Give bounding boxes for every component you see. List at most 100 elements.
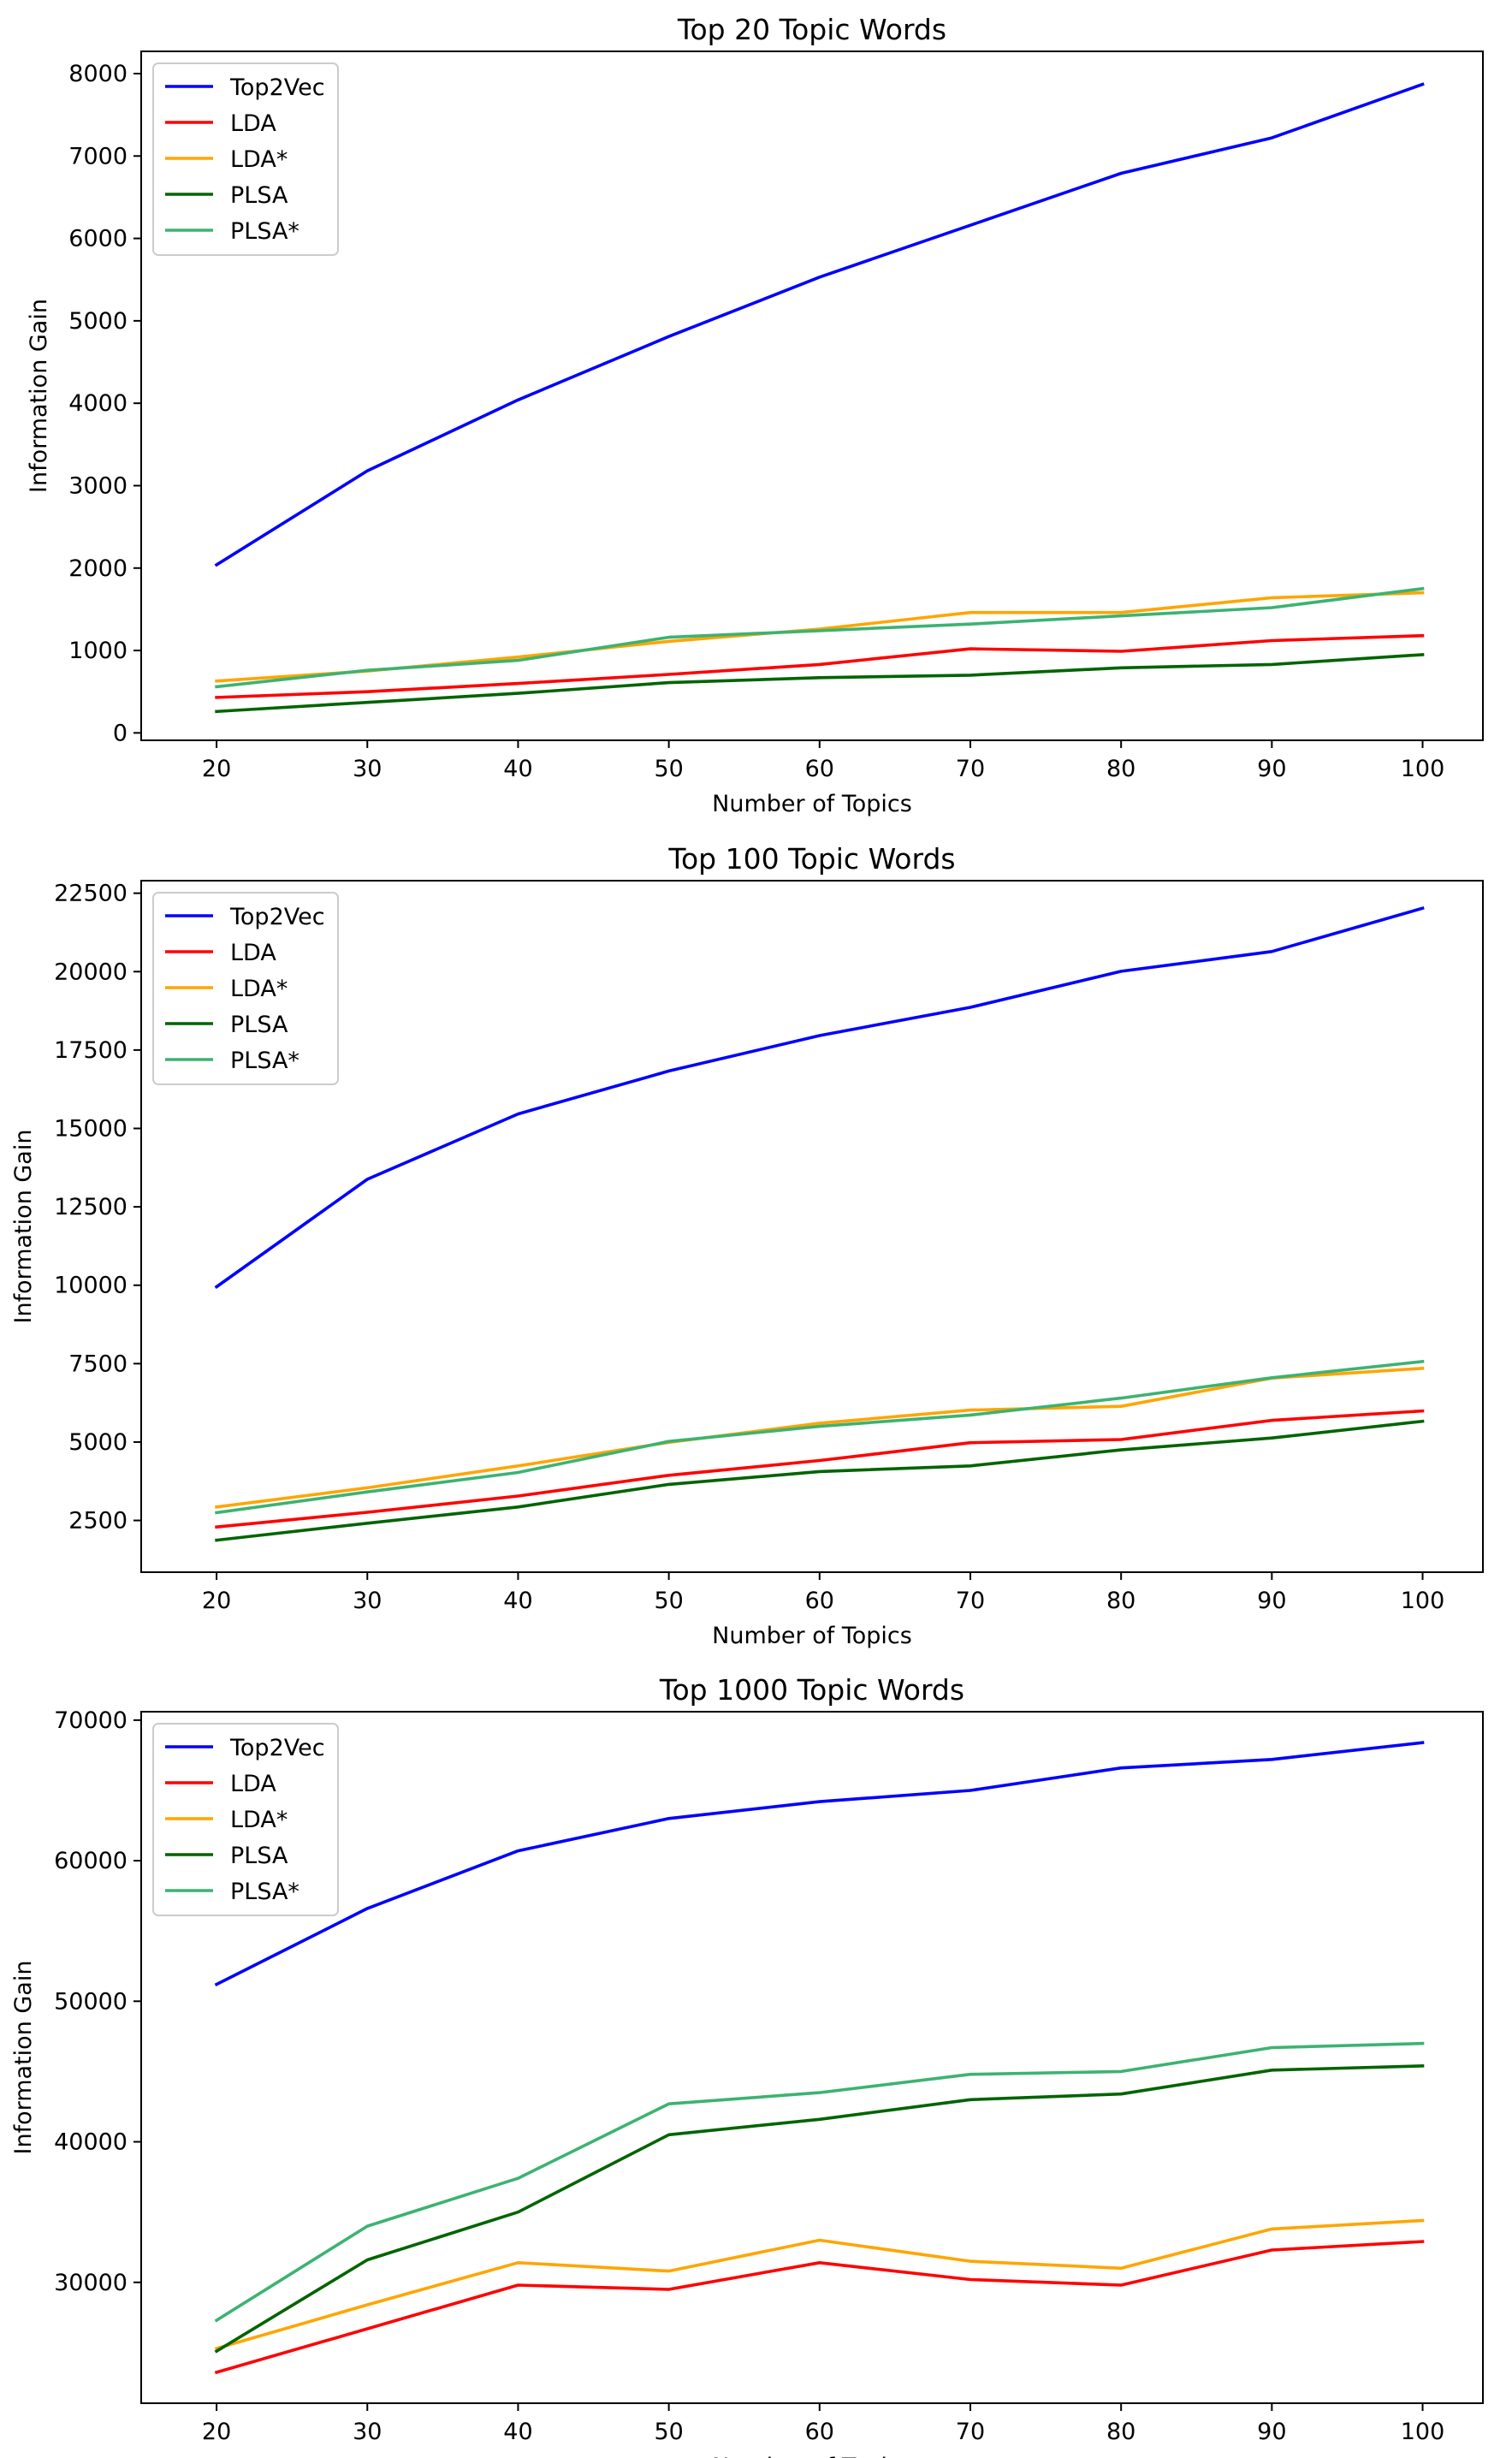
x-axis-label: Number of Topics — [712, 1623, 912, 1649]
y-tick-label: 2000 — [68, 555, 127, 582]
series-line-plsa-star — [215, 586, 1425, 689]
series-line-plsa — [215, 652, 1425, 714]
x-axis-label: Number of Topics — [712, 791, 912, 817]
series-line-plsa — [215, 1419, 1425, 1542]
x-tick-label: 60 — [805, 1588, 834, 1614]
legend-label-top2vec: Top2Vec — [229, 74, 325, 101]
legend-label-lda-star: LDA* — [230, 1807, 288, 1833]
chart-panel-2: Top 100 Topic Words 20 30 40 50 60 70 80 90 100 25… — [10, 842, 1484, 1649]
x-tick-label: 70 — [956, 2419, 985, 2445]
x-tick-label: 40 — [503, 1588, 532, 1614]
y-tick-label: 7000 — [68, 143, 127, 169]
x-tick-label: 90 — [1257, 1588, 1286, 1614]
x-tick-label: 20 — [202, 2419, 231, 2445]
legend: Top2Vec LDA LDA* PLSA PLSA* — [152, 1723, 339, 1916]
y-axis-label: Information Gain — [10, 1961, 37, 2155]
y-tick-label: 4000 — [68, 390, 127, 417]
x-tick-label: 40 — [503, 756, 532, 782]
y-tick-label: 1000 — [68, 638, 127, 664]
y-tick-label: 70000 — [54, 1707, 127, 1734]
x-tick-label: 80 — [1106, 1588, 1135, 1614]
y-tick-label: 22500 — [54, 881, 127, 907]
series-line-plsa-star — [214, 2041, 1425, 2323]
series-line-top2vec — [214, 1741, 1425, 1987]
series-line-lda — [215, 633, 1425, 699]
chart-panel-3: Top 1000 Topic Words 20 30 40 50 60 70 80 90 100 3… — [10, 1673, 1484, 2458]
chart-title: Top 1000 Topic Words — [659, 1673, 964, 1707]
x-tick-label: 70 — [956, 1588, 985, 1614]
x-tick-label: 30 — [353, 756, 382, 782]
y-tick-label: 0 — [113, 720, 127, 746]
plot-frame — [140, 1711, 1484, 2404]
x-tick-label: 50 — [654, 1588, 683, 1614]
plot-frame — [140, 880, 1484, 1573]
x-tick-label: 60 — [805, 2419, 834, 2445]
series-line-plsa-star — [215, 1359, 1425, 1515]
legend-label-lda: LDA — [230, 110, 276, 137]
x-tick-label: 60 — [805, 756, 834, 782]
y-tick-label: 60000 — [54, 1848, 127, 1874]
legend-label-plsa-star: PLSA* — [230, 1879, 299, 1905]
legend-box — [152, 62, 339, 256]
y-tick-label: 5000 — [68, 1429, 127, 1456]
x-axis-label: Number of Topics — [712, 2454, 912, 2458]
y-tick-label: 30000 — [54, 2270, 127, 2296]
y-tick-label: 40000 — [54, 2129, 127, 2156]
legend-label-plsa: PLSA — [230, 182, 288, 209]
legend-label-plsa: PLSA — [230, 1843, 288, 1869]
x-tick-label: 80 — [1106, 2419, 1135, 2445]
legend-label-plsa-star: PLSA* — [230, 1048, 299, 1074]
y-tick-label: 20000 — [54, 959, 127, 985]
x-tick-label: 50 — [654, 756, 683, 782]
series-line-lda — [214, 2240, 1425, 2375]
x-tick-label: 30 — [353, 2419, 382, 2445]
legend: Top2Vec LDA LDA* PLSA PLSA* — [152, 892, 339, 1085]
series-line-lda-star — [214, 2218, 1425, 2351]
x-tick-label: 40 — [503, 2419, 532, 2445]
y-tick-label: 8000 — [68, 61, 127, 87]
legend-label-top2vec: Top2Vec — [229, 904, 325, 930]
legend-label-plsa-star: PLSA* — [230, 218, 299, 245]
y-tick-label: 12500 — [54, 1194, 127, 1220]
chart-title: Top 100 Topic Words — [667, 842, 955, 876]
series-line-lda — [215, 1409, 1425, 1529]
legend-box — [152, 892, 339, 1085]
legend-label-lda-star: LDA* — [230, 146, 288, 173]
y-tick-label: 7500 — [68, 1351, 127, 1377]
series-line-top2vec — [214, 82, 1425, 567]
x-tick-label: 80 — [1106, 756, 1135, 782]
y-tick-label: 15000 — [54, 1115, 127, 1142]
series-group — [214, 905, 1425, 1542]
series-group — [214, 1741, 1425, 2375]
y-tick-label: 17500 — [54, 1037, 127, 1064]
legend: Top2Vec LDA LDA* PLSA PLSA* — [152, 62, 339, 256]
series-line-plsa — [214, 2064, 1425, 2354]
x-tick-label: 100 — [1401, 2419, 1445, 2445]
x-tick-label: 90 — [1257, 2419, 1286, 2445]
legend-label-lda: LDA — [230, 1771, 276, 1797]
x-tick-label: 70 — [956, 756, 985, 782]
x-tick-label: 100 — [1401, 756, 1445, 782]
y-tick-label: 5000 — [68, 308, 127, 335]
legend-box — [152, 1723, 339, 1916]
x-tick-label: 100 — [1401, 1588, 1445, 1614]
y-tick-label: 3000 — [68, 472, 127, 499]
legend-label-lda-star: LDA* — [230, 976, 288, 1002]
x-tick-label: 30 — [353, 1588, 382, 1614]
x-tick-label: 50 — [654, 2419, 683, 2445]
series-line-top2vec — [214, 905, 1425, 1290]
series-group — [214, 82, 1425, 714]
plot-frame — [140, 50, 1484, 741]
series-line-lda-star — [215, 1366, 1425, 1509]
y-tick-label: 50000 — [54, 1988, 127, 2015]
x-tick-label: 90 — [1257, 756, 1286, 782]
legend-label-top2vec: Top2Vec — [229, 1735, 325, 1761]
y-tick-label: 10000 — [54, 1273, 127, 1299]
y-tick-label: 2500 — [68, 1508, 127, 1535]
legend-label-lda: LDA — [230, 940, 276, 966]
x-tick-label: 20 — [202, 756, 231, 782]
x-tick-label: 20 — [202, 1588, 231, 1614]
